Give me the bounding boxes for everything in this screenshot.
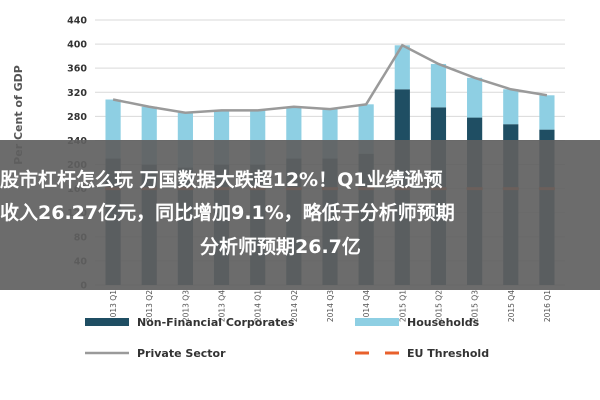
x-tick-label: 2014 Q1	[254, 290, 263, 322]
x-tick-label: 2013 Q2	[145, 290, 154, 322]
bar-households	[503, 89, 519, 125]
y-tick-label: 440	[67, 16, 87, 27]
y-tick-label: 360	[67, 64, 87, 75]
bar-households	[467, 77, 483, 118]
x-tick-label: 2015 Q3	[471, 290, 480, 322]
y-tick-label: 400	[67, 40, 87, 51]
x-tick-label: 2013 Q1	[109, 290, 118, 322]
x-tick-label: 2014 Q3	[326, 290, 335, 322]
bar-households	[430, 63, 447, 108]
news-headline-overlay[interactable]: 股市杠杆怎么玩 万国数据大跌超12%！Q1业绩逊预 收入26.27亿元，同比增加…	[0, 140, 600, 290]
legend-swatch	[355, 318, 399, 326]
x-tick-label: 2013 Q3	[181, 290, 190, 322]
headline-line-2: 收入26.27亿元，同比增加9.1%，略低于分析师预期	[0, 202, 455, 224]
y-tick-label: 280	[67, 112, 87, 123]
x-tick-label: 2013 Q4	[218, 290, 227, 322]
y-axis-label: Per Cent of GDP	[12, 65, 25, 165]
bar-households	[539, 95, 555, 130]
x-tick-label: 2016 Q1	[543, 290, 552, 322]
y-tick-label: 320	[67, 88, 87, 99]
x-tick-label: 2015 Q4	[507, 290, 516, 322]
x-tick-label: 2015 Q1	[398, 290, 407, 322]
legend: Non-Financial Corporates Households Privat…	[85, 316, 489, 360]
headline-line-1: 股市杠杆怎么玩 万国数据大跌超12%！Q1业绩逊预	[0, 169, 443, 191]
x-axis-ticks: 2013 Q1 2013 Q2 2013 Q3 2013 Q4 2014 Q1 2014 …	[109, 290, 552, 322]
x-tick-label: 2014 Q4	[362, 290, 371, 322]
legend-swatch	[85, 318, 129, 326]
line-private-sector	[112, 43, 548, 115]
x-tick-label: 2015 Q2	[434, 290, 443, 322]
x-tick-label: 2014 Q2	[290, 290, 299, 322]
headline-line-3: 分析师预期26.7亿	[200, 236, 361, 258]
legend-label: EU Threshold	[407, 347, 489, 360]
legend-label: Non-Financial Corporates	[137, 316, 295, 329]
legend-label: Households	[407, 316, 480, 329]
bar-households	[394, 45, 410, 90]
legend-label: Private Sector	[137, 347, 226, 360]
